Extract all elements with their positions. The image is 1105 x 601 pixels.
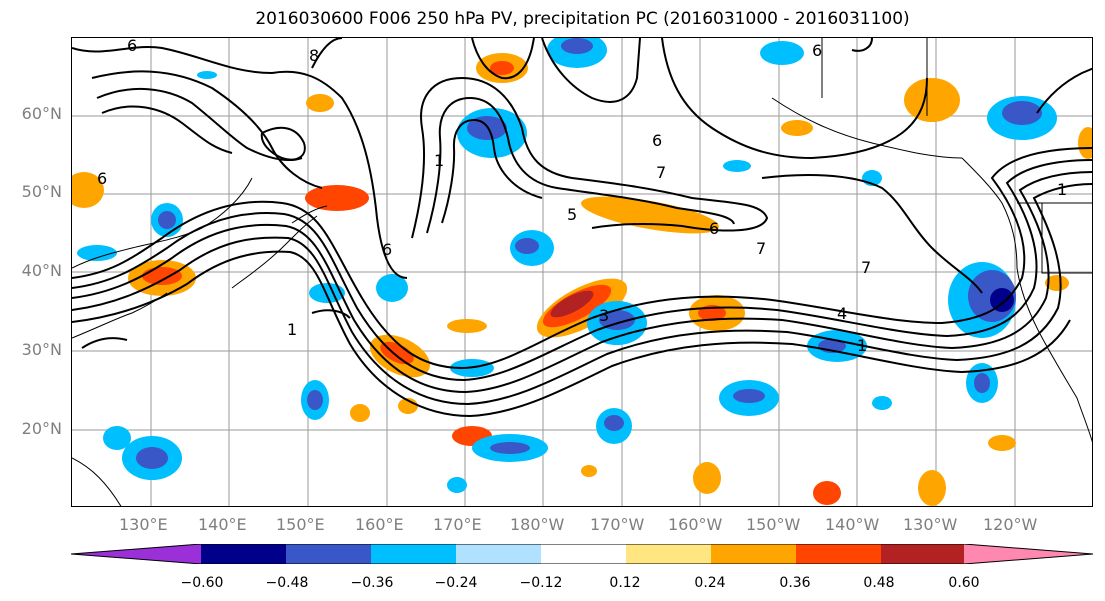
lon-label: 130°E (119, 515, 168, 534)
lon-label: 150°E (276, 515, 325, 534)
contour-label: 7 (756, 239, 766, 258)
lat-label-60: 60°N (21, 104, 62, 123)
colorbar (71, 544, 1094, 564)
contour-label: 3 (599, 306, 609, 325)
contour-label: 6 (97, 169, 107, 188)
contour-label: 1 (1057, 180, 1067, 199)
colorbar-tick: −0.12 (519, 575, 563, 591)
lon-label: 150°W (746, 515, 801, 534)
colorbar-tick: 0.48 (863, 575, 895, 591)
lon-label: 120°W (983, 515, 1038, 534)
contour-label: 1 (287, 320, 297, 339)
contour-label: 1 (434, 151, 444, 170)
lon-label: 180°W (510, 515, 565, 534)
colorbar-segment (796, 544, 881, 564)
contour-label: 6 (382, 240, 392, 259)
colorbar-tick: 0.36 (779, 575, 811, 591)
contour-labels: 6 8 6 6 5 6 7 7 6 7 4 3 1 1 1 6 1 (97, 38, 1067, 355)
contour-label: 7 (861, 258, 871, 277)
colorbar-tick: −0.48 (265, 575, 309, 591)
colorbar-tick: −0.36 (350, 575, 394, 591)
colorbar-segment (71, 544, 201, 564)
colorbar-segment (371, 544, 456, 564)
contour-label: 5 (567, 205, 577, 224)
map-title: 2016030600 F006 250 hPa PV, precipitatio… (255, 9, 910, 29)
lon-label: 160°E (355, 515, 404, 534)
colorbar-segment (881, 544, 966, 564)
colorbar-segment (626, 544, 711, 564)
map-panel: 6 8 6 6 5 6 7 7 6 7 4 3 1 1 1 6 1 (71, 37, 1093, 507)
contour-label: 6 (709, 219, 719, 238)
lat-label-20: 20°N (21, 419, 62, 438)
colorbar-segment (541, 544, 626, 564)
contour-label: 1 (857, 336, 867, 355)
lon-label: 170°W (590, 515, 645, 534)
colorbar-segment (456, 544, 541, 564)
contour-label: 6 (127, 38, 137, 55)
contour-label: 8 (309, 46, 319, 65)
lon-label: 170°E (433, 515, 482, 534)
contour-label: 6 (652, 131, 662, 150)
lat-label-50: 50°N (21, 182, 62, 201)
colorbar-segment (711, 544, 796, 564)
lon-label: 160°W (668, 515, 723, 534)
contour-label: 4 (837, 304, 847, 323)
graticule (72, 38, 1092, 506)
lat-label-40: 40°N (21, 261, 62, 280)
lon-label: 130°W (903, 515, 958, 534)
colorbar-segment (286, 544, 371, 564)
pv-contours (72, 38, 1092, 418)
colorbar-segment (964, 544, 1093, 564)
colorbar-tick: 0.60 (948, 575, 980, 591)
precip-positive (72, 53, 1092, 506)
colorbar-segment (201, 544, 286, 564)
coastlines (72, 38, 1092, 506)
lon-label: 140°E (198, 515, 247, 534)
lat-label-30: 30°N (21, 340, 62, 359)
colorbar-tick: −0.60 (180, 575, 224, 591)
map-canvas: 6 8 6 6 5 6 7 7 6 7 4 3 1 1 1 6 1 (72, 38, 1092, 506)
precip-negative (77, 38, 1057, 493)
colorbar-tick: −0.24 (434, 575, 478, 591)
colorbar-tick: 0.24 (694, 575, 726, 591)
lon-label: 140°W (825, 515, 880, 534)
contour-label: 7 (656, 163, 666, 182)
colorbar-outline (71, 544, 1094, 564)
contour-label: 6 (812, 41, 822, 60)
colorbar-tick: 0.12 (609, 575, 641, 591)
